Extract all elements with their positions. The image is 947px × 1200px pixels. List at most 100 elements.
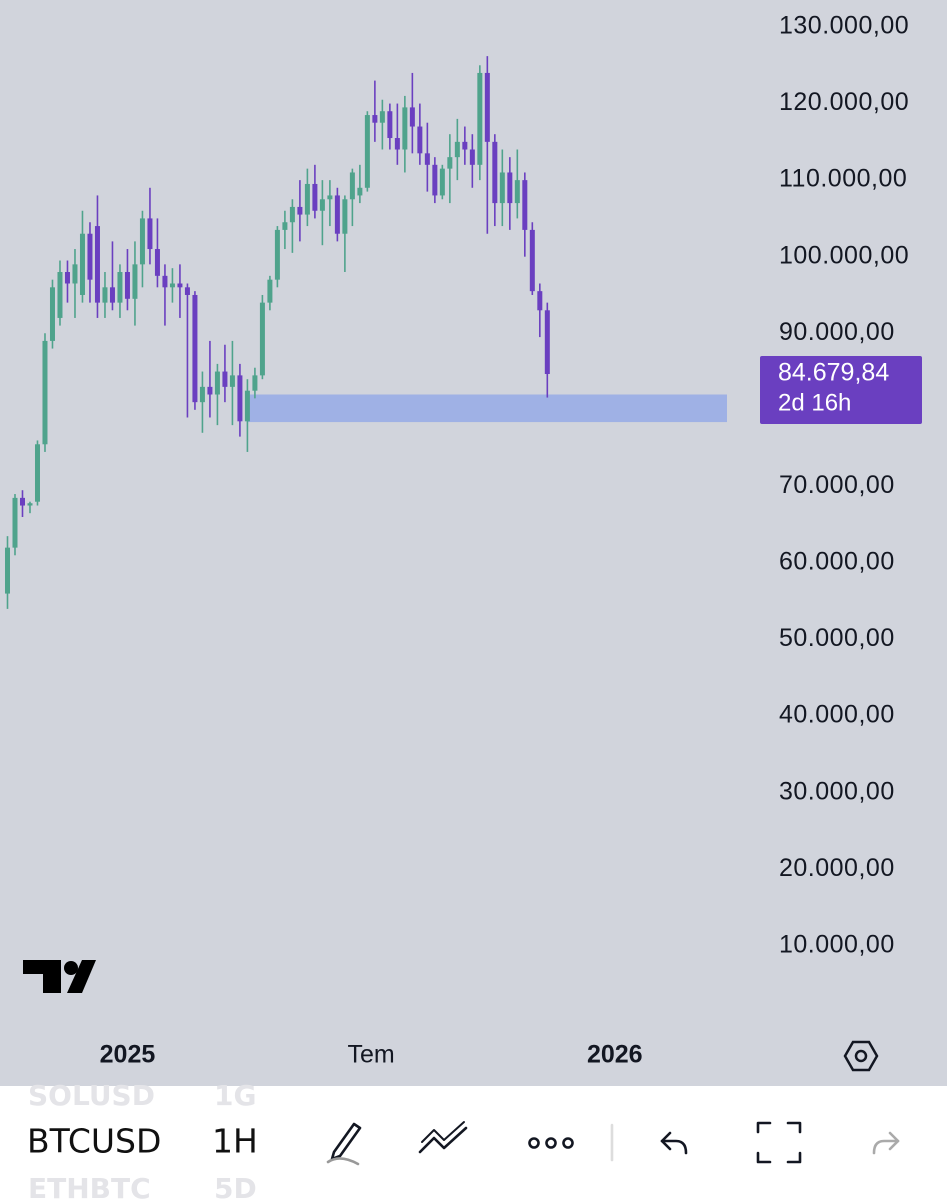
candle-body [327,195,333,200]
candle-body [379,111,385,123]
candle-body [57,272,63,318]
candle-body [274,229,280,280]
candle-body [109,287,115,303]
candle-body [402,107,408,150]
candle-body [267,279,273,303]
candle-body [49,287,55,341]
y-tick-label: 10.000,00 [779,930,895,958]
candle-body [372,115,378,123]
candle-body [244,390,250,422]
candle-body [334,195,340,234]
candle-body [357,187,363,196]
symbol-option[interactable]: SOLUSD [28,1079,155,1112]
candle-body [132,264,138,299]
candle-body [124,272,130,299]
y-tick-label: 120.000,00 [779,88,909,116]
candle-body [289,206,295,223]
candle-body [229,375,235,387]
candle-body [4,547,10,594]
candle-body [192,294,198,403]
candle-body [64,272,70,284]
x-tick-label: 2026 [587,1041,643,1069]
candle-body [102,287,108,303]
candle-body [529,229,535,292]
candle-body [439,168,445,196]
y-tick-label: 130.000,00 [779,12,909,40]
y-tick-label: 110.000,00 [779,165,907,193]
y-tick-label: 50.000,00 [779,624,895,652]
logo [23,960,96,993]
candle-body [394,138,400,150]
candle-body [147,218,153,250]
candle-body [297,206,303,215]
candle-body [162,275,168,288]
symbol-option[interactable]: ETHBTC [28,1172,151,1200]
candle-body [79,233,85,295]
x-tick-label: Tem [348,1041,395,1069]
candle-body [184,287,190,295]
y-tick-label: 100.000,00 [779,241,909,269]
support-zone [247,394,727,423]
interval-current[interactable]: 1H [212,1122,258,1161]
settings-button[interactable] [843,1040,879,1072]
candle-body [94,226,100,303]
y-tick-label: 40.000,00 [779,701,895,729]
interval-option[interactable]: 5D [214,1172,257,1200]
candle-body [522,180,528,230]
fullscreen-button[interactable] [756,1121,802,1164]
candle-body [319,199,325,211]
candle-body [12,497,18,548]
candle-body [447,157,453,169]
trend-button[interactable] [418,1121,468,1154]
candle-body [177,283,183,288]
candle-body [342,199,348,234]
toolbar [0,1086,947,1200]
candle-body [492,141,498,204]
candle-body [537,291,543,311]
candle-body [454,141,460,158]
more-button[interactable] [528,1137,574,1149]
candle-body [27,503,33,506]
chart-background [0,0,947,1086]
candle-body [424,153,430,165]
countdown-label: 2d 16h [778,389,851,416]
y-tick-label: 20.000,00 [779,854,895,882]
draw-button[interactable] [326,1122,362,1166]
y-tick-label: 70.000,00 [779,471,895,499]
candle-body [42,340,48,445]
candle-body [72,264,78,284]
candle-body [222,371,228,387]
redo-button[interactable] [872,1131,900,1155]
y-tick-label: 90.000,00 [779,318,895,346]
candle-body [432,164,438,196]
candle-body [417,126,423,154]
y-tick-label: 30.000,00 [779,777,895,805]
y-tick-label: 60.000,00 [779,548,895,576]
candle-body [514,180,520,204]
candle-body [409,107,415,127]
interval-option[interactable]: 1G [214,1079,256,1112]
candle-body [214,371,220,395]
candle-body [117,272,123,303]
candle-body [252,375,258,391]
candle-body [469,149,475,165]
candle-body [349,172,355,200]
candle-body [477,72,483,165]
candle-body [34,444,40,502]
symbol-current[interactable]: BTCUSD [27,1122,161,1161]
candle-body [499,172,505,204]
candle-body [259,302,265,376]
candle-body [169,283,175,288]
candle-body [207,386,213,395]
candle-body [364,115,370,188]
candle-body [199,386,205,403]
candle-body [154,249,160,276]
last-price-label: 84.679,84 [778,359,889,387]
candle-body [387,111,393,139]
undo-button[interactable] [660,1131,688,1155]
candle-body [304,183,310,215]
candle-body [282,222,288,230]
x-tick-label: 2025 [100,1041,156,1069]
candle-body [139,218,145,265]
